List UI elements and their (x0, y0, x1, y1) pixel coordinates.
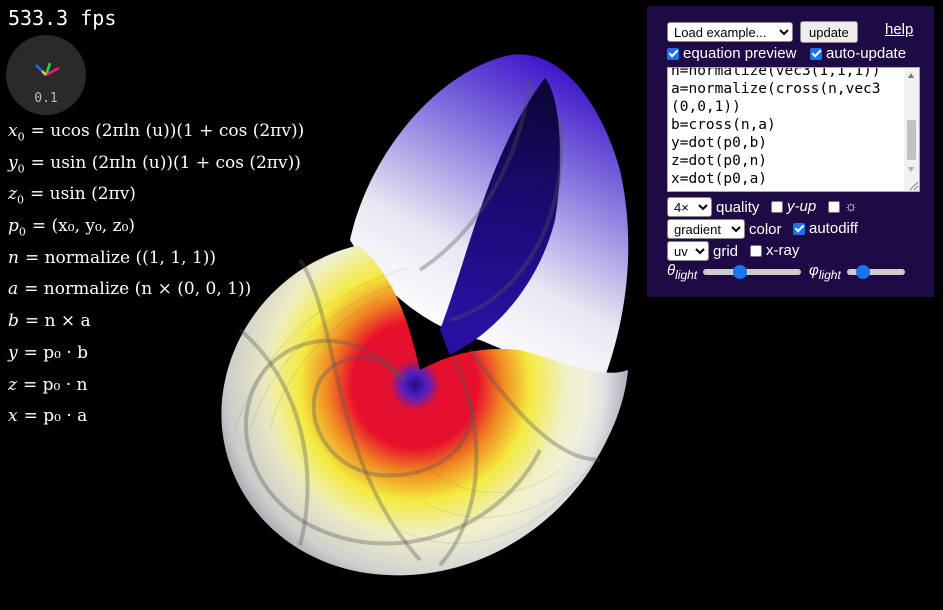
equation-row: p0 = (x₀, y₀, z₀) (0, 211, 144, 242)
equation-row: a = normalize (n × (0, 0, 1)) (0, 274, 260, 305)
equation-preview-list: x0 = ucos (2πln (u))(1 + cos (2πv)) y0 = us… (0, 116, 313, 433)
equation-row: b = n × a (0, 306, 99, 337)
light-checkbox[interactable] (828, 200, 840, 213)
axes-orientation-widget[interactable]: 0.1 (6, 35, 86, 115)
equation-lhs: y (8, 342, 18, 363)
equation-lhs-subscript: 0 (17, 130, 25, 144)
grid-select[interactable]: uv (667, 241, 709, 261)
sun-icon: ☼ (844, 198, 858, 215)
equation-preview-checkbox[interactable] (667, 47, 679, 60)
equation-lhs: n (8, 247, 19, 268)
equation-lhs: y (8, 152, 18, 173)
equation-row: x = p₀ · a (0, 401, 96, 432)
phi-light-slider[interactable] (846, 269, 905, 275)
scroll-thumb[interactable] (907, 120, 916, 160)
color-label: color (749, 220, 782, 238)
scroll-down-icon[interactable] (908, 167, 914, 172)
auto-update-checkbox[interactable] (810, 47, 822, 60)
quality-select[interactable]: 4× (667, 197, 712, 217)
equation-lhs: z (8, 374, 17, 395)
auto-update-label: auto-update (826, 45, 907, 62)
theta-light-label: θlight (667, 262, 698, 282)
equation-rhs: = (x₀, y₀, z₀) (31, 216, 136, 237)
equation-rhs: = n × a (24, 311, 91, 332)
autodiff-checkbox[interactable] (793, 222, 805, 235)
equation-lhs: x (8, 121, 18, 141)
shell-shading (221, 245, 628, 576)
control-panel: Load example... update help equation pre… (647, 6, 934, 297)
equation-rhs: = ucos (2πln (u))(1 + cos (2πv)) (30, 121, 305, 141)
shell-aperture (440, 78, 561, 355)
equation-row: z0 = usin (2πv) (0, 179, 144, 210)
phi-light-label: φlight (809, 262, 841, 282)
code-editor[interactable]: n=normalize(vec3(1,1,1)) a=normalize(cro… (667, 67, 920, 192)
y-up-label: y-up (787, 198, 817, 215)
equation-rhs: = p₀ · b (23, 342, 89, 363)
equation-lhs: p (8, 216, 19, 237)
grid-label: grid (713, 242, 739, 260)
equation-lhs: b (8, 311, 19, 332)
zoom-level: 0.1 (34, 91, 58, 106)
equation-rhs: = usin (2πv) (29, 184, 136, 205)
update-button[interactable]: update (800, 21, 858, 43)
theta-light-slider[interactable] (703, 269, 802, 275)
help-link[interactable]: help (885, 21, 914, 38)
code-text[interactable]: n=normalize(vec3(1,1,1)) a=normalize(cro… (671, 67, 881, 187)
equation-preview-label: equation preview (683, 45, 797, 62)
equation-rhs: = p₀ · a (23, 406, 88, 427)
equation-row: y0 = usin (2πln (u))(1 + cos (2πv)) (0, 147, 309, 178)
equation-lhs-subscript: 0 (16, 193, 24, 207)
example-select[interactable]: Load example... (667, 22, 793, 42)
scroll-up-icon[interactable] (908, 73, 914, 78)
shell-grid (238, 79, 601, 567)
equation-rhs: = usin (2πln (u))(1 + cos (2πv)) (30, 152, 301, 173)
resize-grip-icon[interactable] (910, 182, 918, 190)
quality-label: quality (716, 198, 760, 216)
code-scrollbar[interactable] (904, 68, 919, 191)
x-ray-label: x-ray (766, 242, 800, 259)
autodiff-label: autodiff (809, 220, 858, 237)
equation-lhs: x (8, 406, 18, 427)
equation-rhs: = normalize (n × (0, 0, 1)) (24, 279, 252, 300)
x-ray-checkbox[interactable] (750, 244, 762, 257)
equation-row: y = p₀ · b (0, 337, 97, 368)
equation-lhs: a (8, 279, 19, 300)
equation-lhs-subscript: 0 (17, 162, 25, 176)
y-up-checkbox[interactable] (771, 200, 783, 213)
axes-icon (35, 62, 60, 77)
color-select[interactable]: gradient (667, 219, 745, 239)
equation-rhs: = normalize ((1, 1, 1)) (24, 247, 217, 268)
equation-lhs: z (8, 184, 17, 205)
fps-counter: 533.3 fps (8, 6, 117, 30)
equation-rhs: = p₀ · n (22, 374, 88, 395)
equation-row: n = normalize ((1, 1, 1)) (0, 242, 225, 273)
equation-row: z = p₀ · n (0, 369, 96, 400)
equation-row: x0 = ucos (2πln (u))(1 + cos (2πv)) (0, 116, 313, 146)
equation-lhs-subscript: 0 (18, 225, 26, 239)
